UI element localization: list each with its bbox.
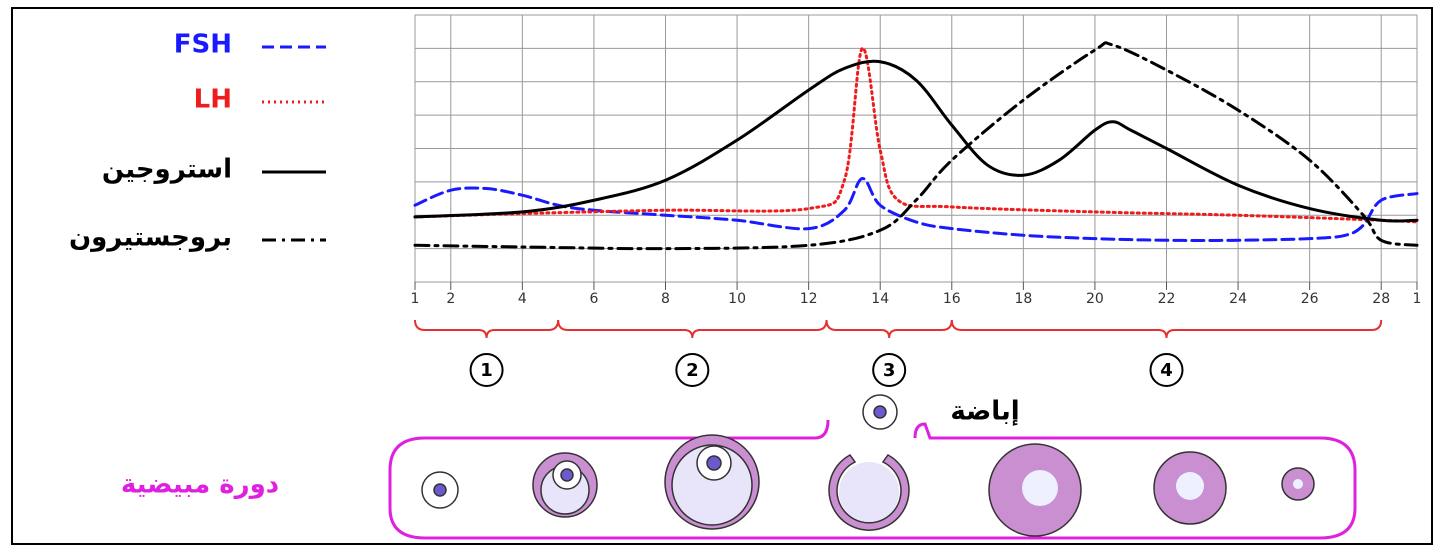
phase-label: 4 — [1160, 360, 1173, 381]
x-tick-label: 16 — [943, 291, 961, 307]
x-tick-label: 10 — [728, 291, 746, 307]
x-tick-label: 18 — [1014, 291, 1032, 307]
x-tick-label: 2 — [446, 291, 455, 307]
x-tick-label: 4 — [518, 291, 527, 307]
x-tick-label: 26 — [1301, 291, 1319, 307]
x-tick-label: 1 — [411, 291, 420, 307]
corpus-luteum-core — [1022, 470, 1058, 506]
x-tick-label: 6 — [589, 291, 598, 307]
x-tick-label: 24 — [1229, 291, 1247, 307]
legend-label: بروجستيرون — [69, 223, 232, 253]
legend-label: FSH — [174, 30, 232, 60]
phase-label: 1 — [480, 360, 493, 381]
x-tick-label: 22 — [1158, 291, 1176, 307]
chart: إباضة دورة مبيضية 1246810121416182022242… — [0, 0, 1445, 551]
x-tick-label: 20 — [1086, 291, 1104, 307]
legend-label: استروجين — [102, 155, 232, 185]
corpus-luteum-core — [1176, 472, 1204, 500]
follicle-nucleus — [434, 484, 446, 496]
follicle-cavity — [839, 462, 899, 522]
follicle-nucleus — [561, 469, 573, 481]
legend-label: LH — [194, 85, 232, 115]
x-tick-label: 12 — [800, 291, 818, 307]
follicle-nucleus — [707, 456, 721, 470]
ovulation-label: إباضة — [950, 397, 1019, 427]
ovum-nucleus — [874, 406, 886, 418]
x-tick-label: 28 — [1372, 291, 1390, 307]
x-tick-label: 8 — [661, 291, 670, 307]
corpus-albicans-core — [1293, 479, 1303, 489]
ovarian-cycle-label: دورة مبيضية — [121, 470, 279, 500]
phase-label: 3 — [883, 360, 896, 381]
phase-label: 2 — [686, 360, 699, 381]
x-tick-label: 1 — [1413, 291, 1422, 307]
x-tick-label: 14 — [871, 291, 889, 307]
